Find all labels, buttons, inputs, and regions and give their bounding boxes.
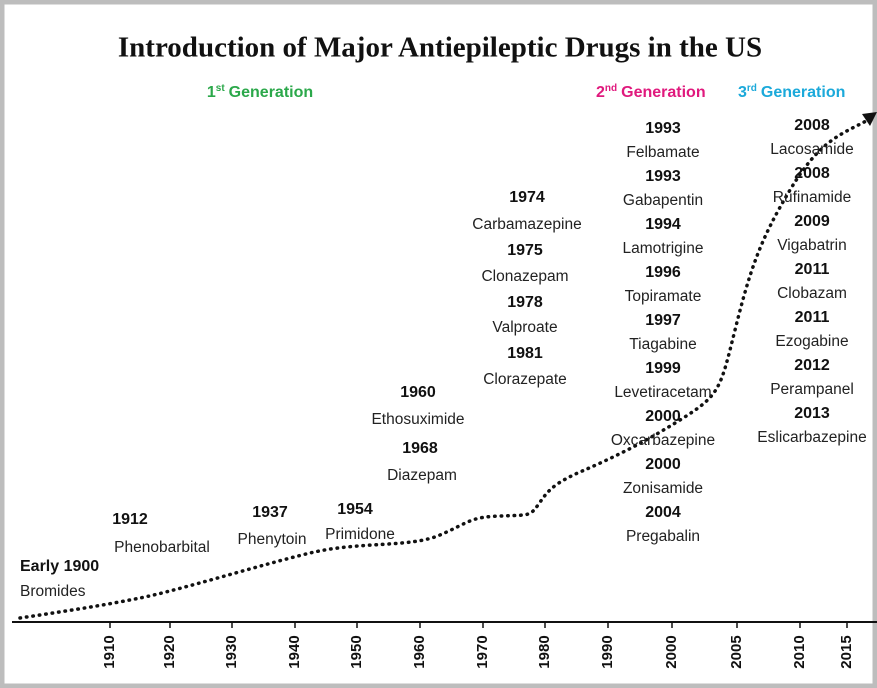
generation-suffix: st — [216, 83, 226, 94]
title: Introduction of Major Antiepileptic Drug… — [118, 32, 762, 64]
drug-year: 2008 — [794, 117, 830, 134]
drug-year: 2004 — [645, 504, 681, 521]
drug-year: 1993 — [645, 168, 681, 185]
axis-tick-label: 1940 — [286, 635, 303, 668]
drug-year: 1978 — [507, 294, 543, 311]
drug-name: Perampanel — [770, 381, 854, 398]
drug-name: Gabapentin — [623, 192, 703, 209]
axis-tick-label: 1960 — [411, 635, 428, 668]
generation-ordinal: 2 — [596, 84, 605, 101]
axis-tick-label: 1970 — [474, 635, 491, 668]
drug-name: Topiramate — [625, 288, 702, 305]
drug-name: Clorazepate — [483, 371, 567, 388]
drug-name: Lamotrigine — [623, 240, 704, 257]
drug-name: Primidone — [325, 526, 395, 543]
axis-tick-label: 2010 — [791, 635, 808, 668]
generation-word: Generation — [229, 84, 313, 101]
drug-name: Rufinamide — [773, 189, 851, 206]
drug-name: Tiagabine — [629, 336, 697, 353]
drug-name: Valproate — [492, 319, 557, 336]
drug-year: 2013 — [794, 405, 830, 422]
generation-word: Generation — [761, 84, 845, 101]
generation-label: 1st Generation — [207, 83, 313, 102]
drug-year: 1996 — [645, 264, 681, 281]
generation-suffix: nd — [605, 83, 617, 94]
drug-year: 1981 — [507, 345, 543, 362]
drug-name: Eslicarbazepine — [757, 429, 866, 446]
drug-name: Levetiracetam — [614, 384, 711, 401]
drug-name: Phenytoin — [238, 531, 307, 548]
drug-name: Phenobarbital — [114, 539, 210, 556]
drug-name: Clonazepam — [481, 268, 568, 285]
generation-ordinal: 1 — [207, 84, 216, 101]
drug-year: 2011 — [795, 261, 830, 278]
generation-suffix: rd — [747, 83, 757, 94]
drug-name: Pregabalin — [626, 528, 700, 545]
axis-tick-label: 2005 — [728, 635, 745, 668]
drug-year: 2000 — [645, 456, 681, 473]
drug-year: 1960 — [400, 384, 436, 401]
drug-name: Vigabatrin — [777, 237, 847, 254]
drug-name: Carbamazepine — [472, 216, 581, 233]
drug-name: Lacosamide — [770, 141, 854, 158]
axis-tick-label: 1980 — [536, 635, 553, 668]
axis-tick-label: 2000 — [663, 635, 680, 668]
drug-name: Ezogabine — [775, 333, 848, 350]
axis-tick-label: 1920 — [161, 635, 178, 668]
drug-name: Bromides — [20, 583, 86, 600]
generation-label: 3rd Generation — [738, 83, 845, 102]
drug-year: 2009 — [794, 213, 830, 230]
drug-year: 1968 — [402, 440, 438, 457]
generation-ordinal: 3 — [738, 84, 747, 101]
axis-tick-label: 1950 — [348, 635, 365, 668]
drug-year: 1994 — [645, 216, 681, 233]
axis-tick-label: 1990 — [599, 635, 616, 668]
drug-name: Clobazam — [777, 285, 847, 302]
drug-year: 2011 — [795, 309, 830, 326]
drug-year: 1974 — [509, 189, 545, 206]
drug-year: 1937 — [252, 504, 288, 521]
drug-year: 1975 — [507, 242, 543, 259]
drug-year: 1954 — [337, 501, 373, 518]
drug-name: Ethosuximide — [371, 411, 464, 428]
drug-year: Early 1900 — [20, 558, 99, 575]
drug-name: Oxcarbazepine — [611, 432, 715, 449]
drug-year: 1912 — [112, 511, 148, 528]
drug-year: 1993 — [645, 120, 681, 137]
axis-tick-label: 1910 — [101, 635, 118, 668]
axis-tick-label: 2015 — [838, 635, 855, 668]
axis-tick-label: 1930 — [223, 635, 240, 668]
drug-name: Felbamate — [626, 144, 699, 161]
trend-curve — [18, 118, 870, 620]
arrow-head — [862, 112, 877, 126]
drug-year: 1997 — [645, 312, 681, 329]
generation-label: 2nd Generation — [596, 83, 706, 102]
generation-word: Generation — [621, 84, 705, 101]
drug-year: 2012 — [794, 357, 830, 374]
drug-name: Zonisamide — [623, 480, 703, 497]
drug-year: 2000 — [645, 408, 681, 425]
drug-year: 2008 — [794, 165, 830, 182]
drug-year: 1999 — [645, 360, 681, 377]
drug-name: Diazepam — [387, 467, 457, 484]
